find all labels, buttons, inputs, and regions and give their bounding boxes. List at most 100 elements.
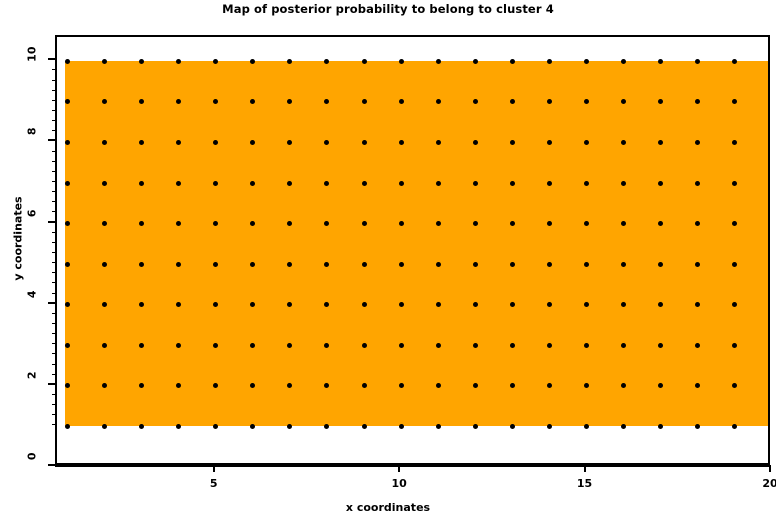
- data-point: [324, 139, 330, 145]
- data-point: [139, 99, 145, 105]
- y-axis-minor-tick: [52, 404, 55, 406]
- y-axis-minor-tick: [52, 69, 55, 71]
- x-axis-tick-label: 15: [576, 477, 593, 490]
- data-point: [324, 383, 330, 389]
- data-point: [324, 423, 330, 429]
- x-axis-tick: [769, 465, 771, 472]
- data-point: [770, 343, 771, 348]
- data-point: [695, 58, 701, 64]
- data-point: [509, 342, 515, 348]
- data-point: [213, 180, 219, 186]
- plot-frame: [55, 35, 770, 465]
- y-axis-minor-tick: [52, 282, 55, 284]
- data-point: [435, 180, 441, 186]
- data-point: [621, 58, 627, 64]
- data-point: [361, 423, 367, 429]
- y-axis-minor-tick: [52, 424, 55, 426]
- data-point: [658, 423, 664, 429]
- y-axis-tick: [48, 464, 55, 466]
- posterior-probability-raster: [65, 61, 768, 427]
- y-axis-minor-tick: [52, 140, 55, 142]
- data-point: [250, 58, 256, 64]
- y-axis-minor-tick: [52, 110, 55, 112]
- data-point: [287, 99, 293, 105]
- y-axis-minor-tick: [52, 201, 55, 203]
- y-axis-minor-tick: [52, 150, 55, 152]
- data-point: [509, 99, 515, 105]
- data-point: [250, 302, 256, 308]
- data-point: [250, 423, 256, 429]
- data-point: [472, 302, 478, 308]
- data-point: [101, 342, 107, 348]
- data-point: [213, 221, 219, 227]
- y-axis-minor-tick: [52, 353, 55, 355]
- data-point: [361, 180, 367, 186]
- data-point: [250, 383, 256, 389]
- y-axis-minor-tick: [52, 231, 55, 233]
- data-point: [695, 383, 701, 389]
- data-point: [324, 221, 330, 227]
- y-axis-minor-tick: [52, 394, 55, 395]
- data-point: [324, 58, 330, 64]
- y-axis-minor-tick: [52, 241, 55, 243]
- y-axis-minor-tick: [52, 181, 55, 183]
- x-axis-tick-label: 10: [391, 477, 407, 490]
- y-axis-minor-tick: [52, 414, 55, 416]
- y-axis-tick: [48, 220, 55, 223]
- data-point: [546, 423, 552, 429]
- y-axis-tick-label: 8: [25, 127, 39, 136]
- data-point: [509, 423, 515, 429]
- data-point: [732, 180, 738, 186]
- data-point: [64, 99, 70, 105]
- data-point: [621, 423, 627, 429]
- data-point: [435, 423, 441, 429]
- data-point: [101, 58, 107, 64]
- data-point: [658, 342, 664, 348]
- data-point: [213, 58, 219, 64]
- x-axis-tick-label: 5: [209, 477, 218, 490]
- data-point: [658, 261, 664, 267]
- data-point: [695, 423, 701, 429]
- data-point: [250, 221, 256, 227]
- data-point: [658, 221, 664, 227]
- y-axis-minor-tick: [52, 363, 55, 365]
- data-point: [176, 261, 182, 267]
- data-point: [176, 99, 182, 105]
- data-point: [287, 383, 293, 389]
- data-point: [176, 139, 182, 145]
- data-point: [509, 180, 515, 186]
- data-point: [398, 383, 404, 389]
- y-axis-minor-tick: [52, 252, 55, 254]
- data-point: [770, 221, 771, 226]
- data-point: [176, 423, 182, 429]
- data-point: [658, 58, 664, 64]
- data-point: [101, 99, 107, 105]
- data-point: [546, 139, 552, 145]
- x-axis-tick: [583, 465, 586, 472]
- data-point: [213, 302, 219, 308]
- data-point: [139, 139, 145, 145]
- data-point: [213, 423, 219, 429]
- data-point: [770, 59, 771, 64]
- data-point: [770, 140, 771, 145]
- data-point: [770, 302, 771, 307]
- y-axis-line: [55, 59, 57, 465]
- data-point: [695, 99, 701, 105]
- y-axis-minor-tick: [52, 292, 55, 294]
- data-point: [584, 423, 590, 429]
- data-point: [250, 180, 256, 186]
- data-point: [361, 383, 367, 389]
- data-point: [176, 302, 182, 308]
- data-point: [176, 342, 182, 348]
- data-point: [621, 180, 627, 186]
- data-point: [287, 261, 293, 267]
- data-point: [732, 383, 738, 389]
- data-point: [546, 342, 552, 348]
- data-point: [546, 302, 552, 308]
- y-axis-minor-tick: [52, 99, 55, 101]
- data-point: [509, 221, 515, 227]
- data-point: [101, 302, 107, 308]
- data-point: [509, 58, 515, 64]
- data-point: [732, 99, 738, 105]
- data-point: [139, 342, 145, 348]
